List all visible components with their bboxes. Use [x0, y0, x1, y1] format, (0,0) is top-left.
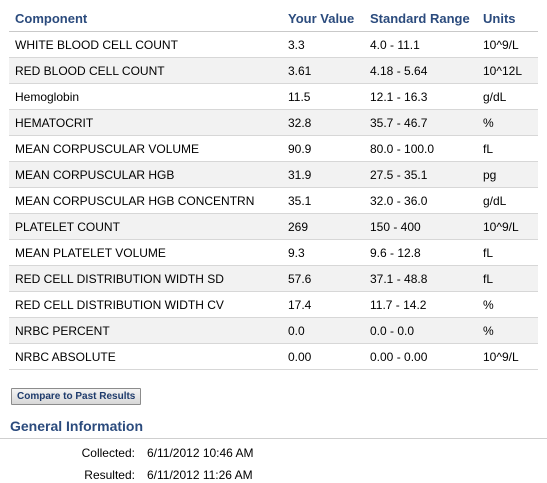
- table-row: WHITE BLOOD CELL COUNT 3.3 4.0 - 11.1 10^9/…: [9, 31, 538, 58]
- table-header-row: Component Your Value Standard Range Unit…: [9, 6, 538, 32]
- table-row: PLATELET COUNT 269 150 - 400 10^9/L: [9, 213, 538, 240]
- value-cell: 269: [282, 213, 364, 240]
- component-cell: NRBC ABSOLUTE: [9, 343, 282, 370]
- column-header-standard-range: Standard Range: [364, 6, 477, 32]
- table-row: MEAN PLATELET VOLUME 9.3 9.6 - 12.8 fL: [9, 239, 538, 266]
- section-divider: [0, 438, 547, 439]
- component-cell: PLATELET COUNT: [9, 213, 282, 240]
- value-cell: 3.3: [282, 31, 364, 58]
- units-cell: 10^9/L: [477, 31, 538, 58]
- units-cell: %: [477, 291, 538, 318]
- value-cell: 57.6: [282, 265, 364, 292]
- range-cell: 37.1 - 48.8: [364, 265, 477, 292]
- table-row: HEMATOCRIT 32.8 35.7 - 46.7%: [9, 109, 538, 136]
- component-cell: RED BLOOD CELL COUNT: [9, 57, 282, 84]
- value-cell: 0.00: [282, 343, 364, 370]
- units-cell: fL: [477, 265, 538, 292]
- component-cell: HEMATOCRIT: [9, 109, 282, 136]
- range-cell: 35.7 - 46.7: [364, 109, 477, 136]
- value-cell: 31.9: [282, 161, 364, 188]
- table-row: NRBC PERCENT 0.0 0.0 - 0.0%: [9, 317, 538, 344]
- range-cell: 150 - 400: [364, 213, 477, 240]
- table-row: NRBC ABSOLUTE 0.00 0.00 - 0.00 10^9/L: [9, 343, 538, 370]
- component-cell: MEAN CORPUSCULAR HGB CONCENTRN: [9, 187, 282, 214]
- units-cell: g/dL: [477, 187, 538, 214]
- compare-to-past-results-button[interactable]: Compare to Past Results: [11, 388, 142, 405]
- units-cell: fL: [477, 135, 538, 162]
- component-cell: NRBC PERCENT: [9, 317, 282, 344]
- value-cell: 17.4: [282, 291, 364, 318]
- resulted-value: 6/11/2012 11:26 AM: [147, 468, 253, 482]
- range-cell: 4.18 - 5.64: [364, 57, 477, 84]
- range-cell: 0.00 - 0.00: [364, 343, 477, 370]
- units-cell: 10^12L: [477, 57, 538, 84]
- component-cell: MEAN CORPUSCULAR VOLUME: [9, 135, 282, 162]
- component-cell: Hemoglobin: [9, 83, 282, 110]
- units-cell: fL: [477, 239, 538, 266]
- value-cell: 11.5: [282, 83, 364, 110]
- value-cell: 3.61: [282, 57, 364, 84]
- lab-results-table: Component Your Value Standard Range Unit…: [9, 6, 538, 370]
- column-header-units: Units: [477, 6, 538, 32]
- column-header-component: Component: [9, 6, 282, 32]
- range-cell: 32.0 - 36.0: [364, 187, 477, 214]
- value-cell: 35.1: [282, 187, 364, 214]
- general-information-heading: General Information: [10, 418, 144, 434]
- units-cell: %: [477, 317, 538, 344]
- units-cell: 10^9/L: [477, 343, 538, 370]
- units-cell: pg: [477, 161, 538, 188]
- resulted-label: Resulted:: [84, 468, 135, 482]
- column-header-your-value: Your Value: [282, 6, 364, 32]
- value-cell: 32.8: [282, 109, 364, 136]
- component-cell: MEAN PLATELET VOLUME: [9, 239, 282, 266]
- units-cell: %: [477, 109, 538, 136]
- range-cell: 11.7 - 14.2: [364, 291, 477, 318]
- units-cell: g/dL: [477, 83, 538, 110]
- table-row: MEAN CORPUSCULAR VOLUME 90.9 80.0 - 100.0 f…: [9, 135, 538, 162]
- range-cell: 4.0 - 11.1: [364, 31, 477, 58]
- component-cell: RED CELL DISTRIBUTION WIDTH SD: [9, 265, 282, 292]
- component-cell: MEAN CORPUSCULAR HGB: [9, 161, 282, 188]
- units-cell: 10^9/L: [477, 213, 538, 240]
- value-cell: 0.0: [282, 317, 364, 344]
- table-row: MEAN CORPUSCULAR HGB CONCENTRN 35.1 32.0 -…: [9, 187, 538, 214]
- range-cell: 27.5 - 35.1: [364, 161, 477, 188]
- collected-label: Collected:: [81, 446, 135, 460]
- range-cell: 80.0 - 100.0: [364, 135, 477, 162]
- range-cell: 0.0 - 0.0: [364, 317, 477, 344]
- table-row: RED CELL DISTRIBUTION WIDTH SD 57.6 37.1 -…: [9, 265, 538, 292]
- range-cell: 9.6 - 12.8: [364, 239, 477, 266]
- table-row: Hemoglobin 11.5 12.1 - 16.3 g/dL: [9, 83, 538, 110]
- table-row: RED CELL DISTRIBUTION WIDTH CV 17.4 11.7 -…: [9, 291, 538, 318]
- component-cell: RED CELL DISTRIBUTION WIDTH CV: [9, 291, 282, 318]
- range-cell: 12.1 - 16.3: [364, 83, 477, 110]
- value-cell: 9.3: [282, 239, 364, 266]
- collected-value: 6/11/2012 10:46 AM: [147, 446, 254, 460]
- table-row: RED BLOOD CELL COUNT 3.61 4.18 - 5.64 10^12…: [9, 57, 538, 84]
- component-cell: WHITE BLOOD CELL COUNT: [9, 31, 282, 58]
- value-cell: 90.9: [282, 135, 364, 162]
- table-row: MEAN CORPUSCULAR HGB 31.9 27.5 - 35.1 pg: [9, 161, 538, 188]
